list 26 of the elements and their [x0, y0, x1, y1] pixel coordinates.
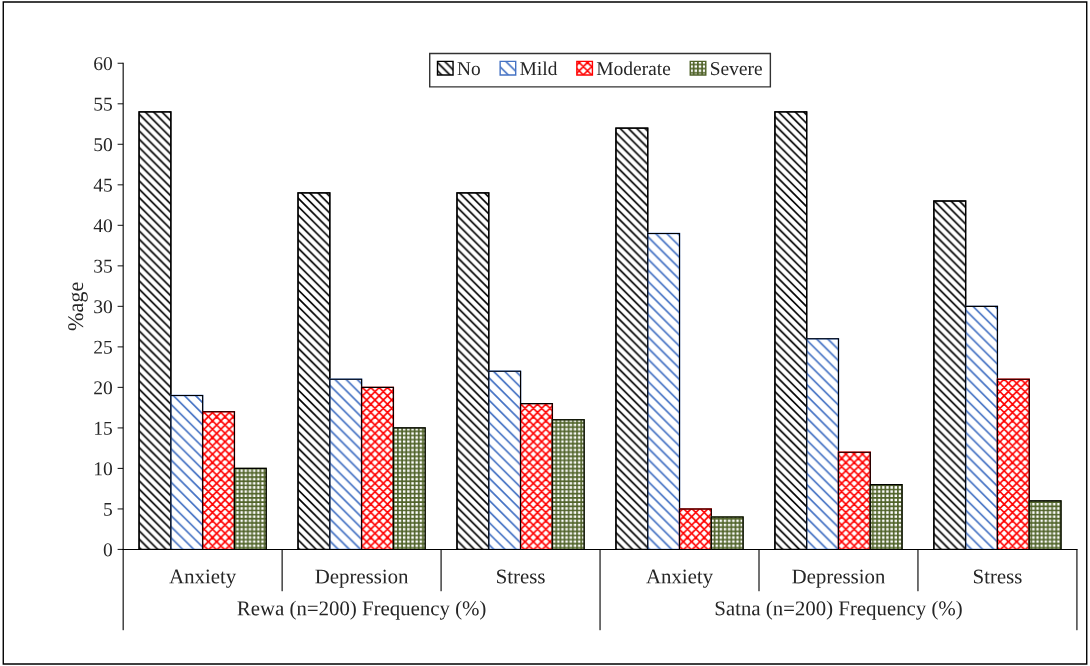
y-tick-label: 20: [94, 381, 113, 395]
y-tick-label: 30: [94, 300, 113, 314]
legend-label: Severe: [710, 62, 762, 76]
y-tick-label: 15: [95, 421, 112, 435]
legend-label: Moderate: [596, 61, 671, 76]
x-tick-label: Anxiety: [169, 569, 237, 588]
y-tick-label: 60: [94, 57, 113, 71]
y-tick-label: 5: [104, 502, 112, 516]
text: Satna (n=200) Frequency (%): [715, 600, 962, 620]
x-tick-label: Depression: [792, 569, 886, 588]
x-tick-label: Stress: [973, 569, 1022, 584]
y-tick-label: 40: [93, 219, 113, 233]
y-tick-label: 55: [94, 97, 112, 111]
y-tick-label: 50: [94, 138, 113, 152]
y-axis-title: %age: [68, 282, 88, 331]
y-tick-label: 25: [94, 340, 112, 354]
y-tick-label: 0: [103, 543, 113, 557]
y-tick-label: 10: [95, 462, 113, 476]
legend-label: Mild: [520, 61, 558, 76]
y-tick-label: 45: [93, 178, 112, 192]
legend-label: No: [457, 62, 480, 76]
x-tick-label: Anxiety: [646, 569, 713, 588]
y-tick-label: 35: [94, 259, 112, 273]
x-tick-label: Depression: [315, 569, 409, 588]
text: Rewa (n=200) Frequency (%): [237, 600, 486, 620]
x-tick-label: Stress: [497, 569, 545, 584]
